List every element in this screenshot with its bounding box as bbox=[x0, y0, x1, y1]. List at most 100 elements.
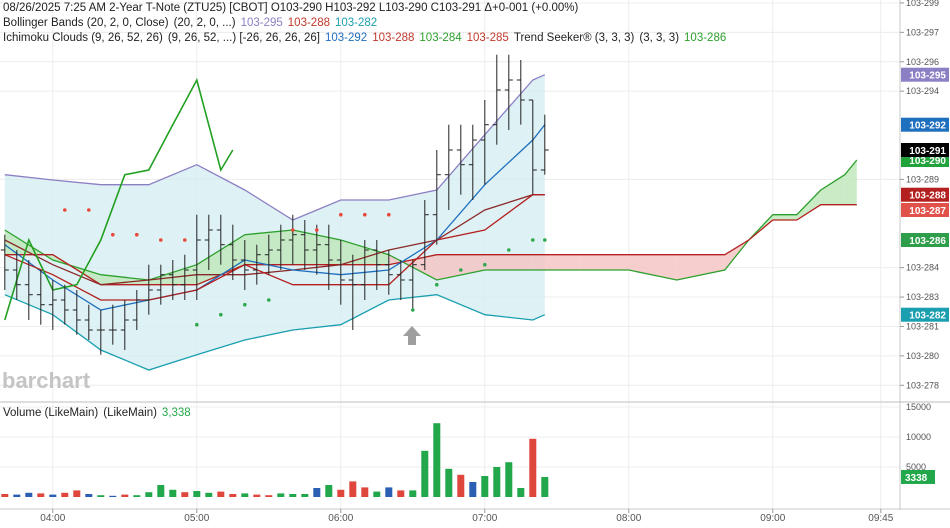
volume-bar bbox=[229, 494, 237, 497]
volume-bar bbox=[445, 468, 453, 497]
trend-dot bbox=[531, 238, 535, 242]
price-tag bbox=[901, 307, 949, 322]
volume-bar bbox=[253, 494, 261, 497]
legend-item: 103-284 bbox=[419, 32, 462, 44]
cloud-fill bbox=[796, 190, 821, 220]
trend-dot bbox=[183, 238, 187, 242]
volume-bar bbox=[505, 462, 513, 497]
price-tag bbox=[901, 117, 949, 132]
trend-dot bbox=[135, 232, 139, 237]
volume-bar bbox=[121, 494, 129, 497]
volume-bar bbox=[517, 488, 525, 497]
y-tick-label: 103-281 bbox=[906, 321, 939, 331]
volume-legend: Volume (LikeMain) (LikeMain) 3,338 bbox=[3, 406, 196, 421]
volume-bar bbox=[97, 495, 105, 497]
volume-bar bbox=[13, 494, 21, 497]
volume-bar bbox=[73, 490, 81, 497]
x-tick-label: 08:00 bbox=[616, 513, 641, 524]
trend-dot bbox=[195, 322, 199, 327]
legend-item: 103-288 bbox=[287, 17, 330, 29]
legend-item: (20, 2, 0, ...) bbox=[173, 17, 236, 29]
volume-bar bbox=[133, 495, 141, 497]
y-tick-label: 103-294 bbox=[906, 86, 939, 96]
cloud-fill bbox=[100, 274, 149, 285]
y-tick-label: 5000 bbox=[906, 462, 926, 472]
trend-dot bbox=[363, 212, 367, 217]
legend-item: 103-285 bbox=[466, 32, 509, 44]
volume-bar bbox=[265, 495, 273, 497]
volume-bar bbox=[457, 474, 465, 497]
price-tag bbox=[901, 233, 949, 247]
cloud-fill bbox=[820, 174, 845, 205]
volume-pane bbox=[0, 403, 900, 509]
trend-dot bbox=[459, 268, 463, 272]
volume-bar bbox=[85, 494, 93, 497]
cloud-fill bbox=[676, 254, 725, 280]
legend-item: Ichimoku Clouds (9, 26, 52, 26) bbox=[3, 32, 163, 44]
x-tick-label: 09:45 bbox=[868, 513, 893, 524]
trend-dot bbox=[411, 308, 415, 312]
legend-item: Bollinger Bands (20, 2, 0, Close) bbox=[3, 17, 169, 29]
trend-dot bbox=[339, 212, 343, 217]
trend-dot bbox=[387, 212, 391, 217]
volume-last: 3,338 bbox=[161, 407, 191, 419]
price-tag-label: 103-286 bbox=[909, 236, 946, 247]
volume-bar bbox=[349, 481, 357, 497]
volume-bar bbox=[409, 490, 417, 497]
trend-dot bbox=[507, 248, 511, 252]
price-tag bbox=[901, 187, 949, 202]
volume-bar bbox=[205, 492, 213, 497]
volume-bar bbox=[493, 467, 501, 497]
volume-bar bbox=[289, 494, 297, 497]
volume-bar bbox=[361, 487, 369, 497]
cloud-fill bbox=[772, 214, 797, 220]
indicator-line bbox=[4, 77, 234, 321]
trend-dot bbox=[159, 238, 163, 242]
volume-bar bbox=[241, 493, 249, 497]
volume-bar bbox=[157, 485, 165, 497]
volume-bar bbox=[301, 494, 309, 497]
trend-dot bbox=[435, 282, 439, 287]
price-tag-label: 103-282 bbox=[909, 311, 946, 322]
volume-tag bbox=[901, 469, 935, 484]
x-tick-label: 09:00 bbox=[760, 513, 785, 524]
volume-bar bbox=[313, 488, 321, 497]
volume-title: Volume (LikeMain) bbox=[3, 407, 99, 419]
watermark: barchart bbox=[2, 368, 91, 393]
price-pane bbox=[0, 0, 900, 401]
y-tick-label: 15000 bbox=[906, 402, 931, 412]
legend-item: Trend Seeker® (3, 3, 3) bbox=[513, 32, 635, 44]
price-plot bbox=[0, 0, 900, 401]
volume-bar bbox=[1, 494, 9, 497]
x-tick-label: 04:00 bbox=[40, 513, 65, 524]
price-tag-label: 103-288 bbox=[909, 191, 946, 202]
volume-bar bbox=[529, 438, 537, 497]
trend-dot bbox=[291, 228, 295, 232]
cloud-fill bbox=[628, 254, 677, 280]
legend-item: 103-295 bbox=[240, 17, 283, 29]
legend-item: 103-286 bbox=[684, 32, 727, 44]
trend-dot bbox=[63, 208, 67, 212]
cloud-fill bbox=[580, 254, 629, 270]
price-tag bbox=[901, 203, 949, 217]
trend-dot bbox=[87, 208, 91, 212]
volume-bar bbox=[145, 492, 153, 497]
legend-item: (9, 26, 52, ...) [-26, 26, 26, 26] bbox=[167, 32, 320, 44]
y-tick-label: 103-283 bbox=[906, 292, 939, 302]
y-tick-label: 103-289 bbox=[906, 174, 939, 184]
trend-dot bbox=[483, 262, 487, 267]
price-tag-label: 103-290 bbox=[909, 156, 946, 167]
trend-dot bbox=[543, 238, 547, 242]
x-tick-label: 05:00 bbox=[184, 513, 209, 524]
volume-bar bbox=[109, 495, 117, 497]
volume-bar bbox=[385, 487, 393, 497]
y-tick-label: 103-297 bbox=[906, 27, 939, 37]
trend-dot bbox=[219, 312, 223, 317]
trend-dot bbox=[315, 228, 319, 232]
x-tick-label: 06:00 bbox=[328, 513, 353, 524]
chart-title: 08/26/2025 7:25 AM 2-Year T-Note (ZTU25)… bbox=[3, 2, 579, 14]
y-tick-label: 103-296 bbox=[906, 57, 939, 67]
volume-bar bbox=[481, 476, 489, 497]
cloud-fill bbox=[436, 254, 485, 280]
